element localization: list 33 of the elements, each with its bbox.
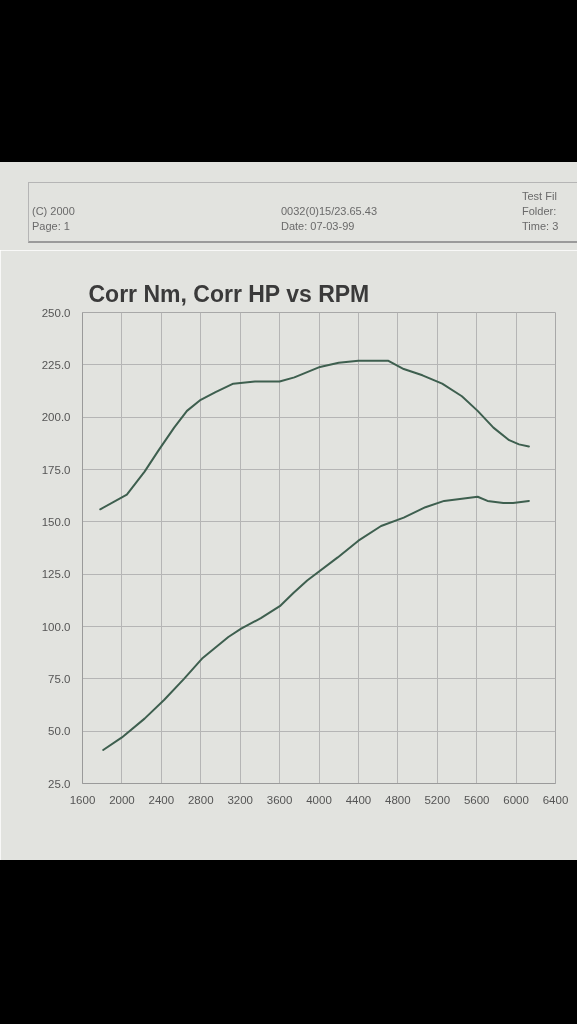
text: (C) 2000 [32, 204, 75, 219]
y-tick-label: 50.0 [48, 725, 71, 738]
y-tick-label: 150.0 [41, 515, 71, 528]
x-tick-label: 2400 [148, 793, 175, 806]
y-tick-label: 75.0 [48, 672, 71, 685]
y-tick-label: 250.0 [41, 306, 71, 319]
x-tick-label: 2000 [109, 793, 135, 806]
line-series [102, 495, 530, 752]
y-tick-label: 175.0 [41, 463, 71, 476]
y-tick-label: 100.0 [41, 620, 71, 633]
y-tick-label: 200.0 [41, 411, 71, 424]
x-tick-label: 6000 [503, 793, 529, 806]
x-tick-label: 4800 [385, 793, 411, 806]
y-tick-label: 225.0 [41, 358, 71, 371]
x-tick-label: 1600 [69, 793, 96, 806]
text: Time: 3 [522, 219, 559, 234]
chart-title: Corr Nm, Corr HP vs RPM [88, 280, 370, 307]
text: Test Fil [522, 189, 557, 204]
x-tick-label: 3600 [266, 793, 293, 806]
text: 0032(0)15/23.65.43 [281, 204, 378, 219]
text: Folder: [522, 204, 557, 219]
x-tick-label: 5200 [424, 793, 451, 806]
line-series [99, 359, 530, 511]
x-tick-label: 4400 [345, 793, 372, 806]
x-tick-label: 4000 [306, 793, 332, 806]
x-tick-label: 2800 [187, 793, 214, 806]
x-tick-label: 3200 [227, 793, 253, 806]
text: Date: 07-03-99 [281, 219, 355, 234]
y-tick-label: 125.0 [41, 568, 71, 581]
text: Page: 1 [32, 219, 70, 234]
x-tick-label: 6400 [542, 793, 569, 806]
x-tick-label: 5600 [463, 793, 490, 806]
y-tick-label: 25.0 [48, 777, 71, 790]
